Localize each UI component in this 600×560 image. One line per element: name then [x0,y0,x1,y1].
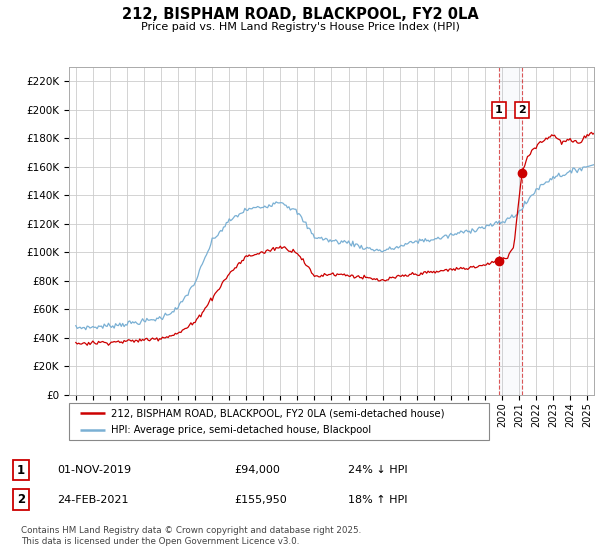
FancyBboxPatch shape [69,403,489,440]
Text: £94,000: £94,000 [234,465,280,475]
Text: 24% ↓ HPI: 24% ↓ HPI [348,465,407,475]
Text: 212, BISPHAM ROAD, BLACKPOOL, FY2 0LA: 212, BISPHAM ROAD, BLACKPOOL, FY2 0LA [122,7,478,22]
Text: 1: 1 [495,105,503,115]
Text: 18% ↑ HPI: 18% ↑ HPI [348,494,407,505]
Bar [499,67,522,395]
Text: 24-FEB-2021: 24-FEB-2021 [57,494,128,505]
Text: Contains HM Land Registry data © Crown copyright and database right 2025.
This d: Contains HM Land Registry data © Crown c… [21,526,361,546]
Text: 2: 2 [17,493,25,506]
Text: £155,950: £155,950 [234,494,287,505]
Text: 212, BISPHAM ROAD, BLACKPOOL, FY2 0LA (semi-detached house): 212, BISPHAM ROAD, BLACKPOOL, FY2 0LA (s… [111,408,445,418]
Text: Price paid vs. HM Land Registry's House Price Index (HPI): Price paid vs. HM Land Registry's House … [140,22,460,32]
Text: HPI: Average price, semi-detached house, Blackpool: HPI: Average price, semi-detached house,… [111,425,371,435]
Text: 01-NOV-2019: 01-NOV-2019 [57,465,131,475]
Text: 2: 2 [518,105,526,115]
Text: 1: 1 [17,464,25,477]
